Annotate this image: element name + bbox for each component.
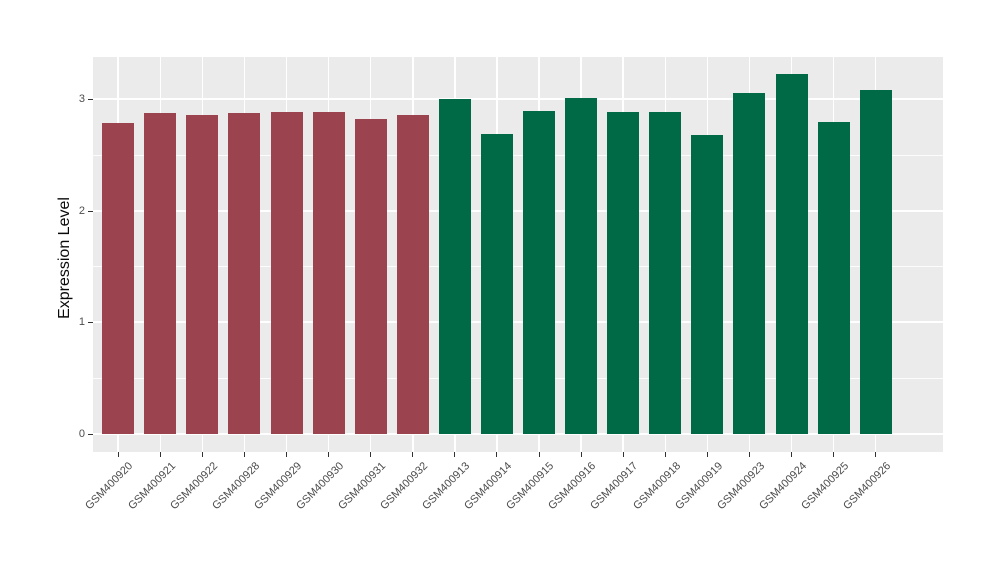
x-tick-mark: [328, 452, 330, 457]
bar-GSM400917: [607, 112, 640, 434]
gridline-major: [93, 321, 943, 324]
y-tick-mark: [88, 98, 93, 100]
gridline-minor: [93, 154, 943, 156]
bar-GSM400929: [270, 112, 303, 434]
gridline-major: [93, 97, 943, 100]
bar-GSM400914: [480, 133, 513, 434]
bar-GSM400926: [859, 89, 892, 434]
bar-GSM400921: [144, 113, 177, 434]
bar-GSM400916: [565, 97, 598, 434]
x-tick-mark: [159, 452, 161, 457]
x-tick-mark: [370, 452, 372, 457]
x-tick-mark: [580, 452, 582, 457]
x-tick-mark: [664, 452, 666, 457]
bar-GSM400913: [438, 98, 471, 434]
y-tick-label: 1: [78, 316, 85, 329]
x-tick-mark: [791, 452, 792, 457]
bar-GSM400930: [312, 112, 345, 434]
x-tick-mark: [496, 452, 498, 457]
gridline-minor: [93, 266, 943, 268]
x-tick-mark: [875, 452, 877, 457]
x-tick-mark: [117, 452, 119, 457]
bar-GSM400920: [102, 123, 135, 434]
bar-GSM400923: [733, 93, 766, 434]
bar-GSM400918: [649, 112, 682, 434]
bar-GSM400928: [228, 113, 261, 434]
x-tick-mark: [286, 452, 288, 457]
y-tick-mark: [88, 434, 93, 435]
x-tick-mark: [243, 452, 245, 457]
gridline-major: [93, 209, 943, 212]
x-tick-mark: [833, 452, 835, 457]
bar-GSM400932: [396, 114, 429, 434]
y-tick-label: 3: [78, 92, 85, 105]
gridline-minor: [93, 378, 943, 380]
x-tick-mark: [201, 452, 203, 457]
bar-GSM400925: [817, 122, 850, 434]
x-tick-mark: [454, 452, 456, 457]
bar-GSM400931: [354, 119, 387, 434]
y-tick-mark: [88, 210, 93, 212]
x-tick-mark: [706, 452, 708, 457]
y-tick-mark: [88, 322, 93, 324]
x-tick-mark: [538, 452, 540, 457]
y-tick-label: 0: [78, 428, 85, 440]
bar-GSM400915: [523, 111, 556, 434]
bar-GSM400924: [775, 74, 808, 434]
gridline-major: [93, 433, 943, 435]
x-tick-mark: [748, 452, 750, 457]
bar-GSM400922: [186, 114, 219, 434]
x-tick-mark: [412, 452, 414, 457]
bar-GSM400919: [691, 134, 724, 434]
y-tick-label: 2: [78, 204, 85, 217]
plot-panel: [93, 57, 943, 452]
x-tick-mark: [622, 452, 624, 457]
